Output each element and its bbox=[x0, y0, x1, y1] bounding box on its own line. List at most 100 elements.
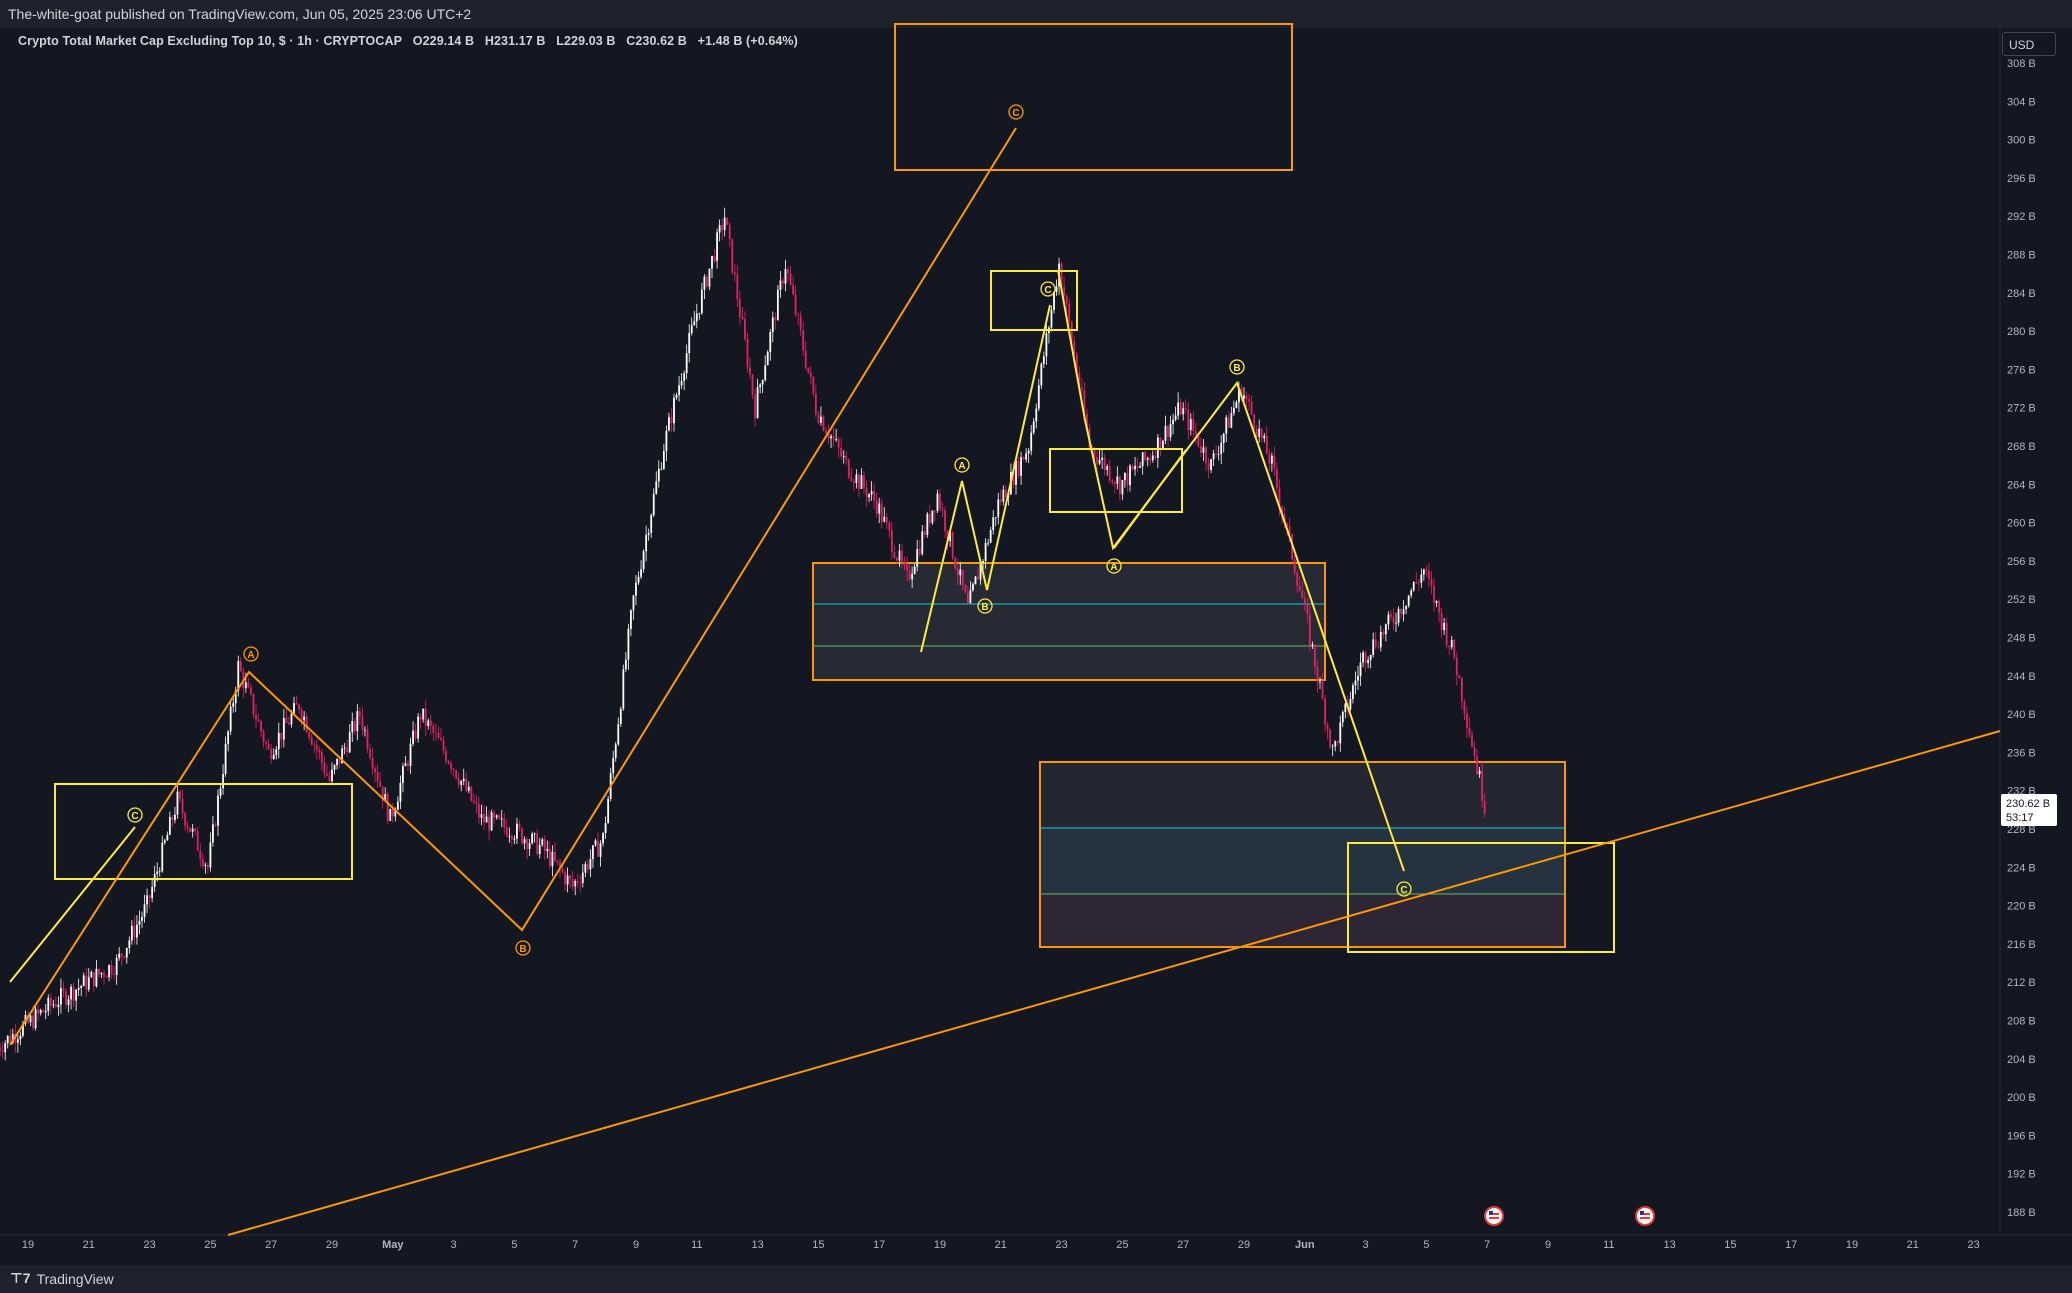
candle-body bbox=[984, 542, 987, 561]
candle-body bbox=[617, 724, 620, 745]
publisher-text: The-white-goat published on TradingView.… bbox=[8, 6, 472, 22]
candle-body bbox=[817, 414, 820, 423]
candle-body bbox=[566, 875, 569, 885]
candle-body bbox=[11, 1033, 14, 1043]
candle-body bbox=[168, 816, 171, 835]
time-tick-label: Jun bbox=[1295, 1239, 1315, 1251]
time-tick-label: 25 bbox=[1116, 1239, 1128, 1251]
event-flag-2[interactable] bbox=[1635, 1206, 1655, 1226]
candle-body bbox=[282, 718, 285, 740]
candle-body bbox=[272, 754, 275, 759]
candle-body bbox=[194, 828, 197, 831]
candle-body bbox=[959, 569, 962, 576]
symbol-legend[interactable]: Crypto Total Market Cap Excluding Top 10… bbox=[18, 34, 798, 48]
candle-body bbox=[964, 585, 967, 593]
candle-body bbox=[746, 338, 749, 368]
currency-button[interactable]: USD bbox=[2002, 32, 2056, 56]
tradingview-logo[interactable]: ⊤7 TradingView bbox=[10, 1270, 114, 1287]
candle-body bbox=[1334, 741, 1337, 747]
candle-body bbox=[475, 802, 478, 804]
price-tick-label: 260 B bbox=[2007, 518, 2036, 530]
svg-text:B: B bbox=[1233, 363, 1240, 374]
candle-body bbox=[604, 823, 607, 834]
candle-body bbox=[812, 376, 815, 394]
price-axis[interactable]: 308 B 304 B 300 B 296 B 292 B 288 B 284 B 280 B… bbox=[2007, 58, 2036, 1219]
time-tick-label: 15 bbox=[1724, 1239, 1736, 1251]
candle-body bbox=[60, 988, 62, 1005]
candle-body bbox=[873, 491, 876, 501]
candle-body bbox=[95, 968, 98, 987]
candle-body bbox=[630, 610, 632, 629]
candle-body bbox=[1379, 632, 1382, 648]
candle-body bbox=[516, 823, 518, 839]
time-tick-label: 23 bbox=[1967, 1239, 1979, 1251]
svg-text:B: B bbox=[519, 944, 526, 955]
candle-body bbox=[764, 365, 767, 381]
candle-body bbox=[769, 332, 772, 353]
candle-body bbox=[1017, 460, 1020, 476]
candle-body bbox=[75, 989, 78, 1001]
price-tick-label: 272 B bbox=[2007, 403, 2036, 415]
candle-body bbox=[906, 564, 908, 571]
candle-body bbox=[1448, 645, 1451, 648]
candle-body bbox=[1265, 435, 1268, 454]
candle-body bbox=[402, 766, 404, 783]
candle-body bbox=[1162, 440, 1164, 449]
candle-body bbox=[1377, 646, 1380, 648]
candle-body bbox=[637, 576, 640, 583]
legend-open: O229.14 B bbox=[412, 34, 475, 48]
candle-body bbox=[759, 384, 762, 388]
candle-body bbox=[992, 517, 995, 531]
candle-body bbox=[822, 416, 825, 431]
candle-body bbox=[749, 367, 751, 375]
time-tick-label: 27 bbox=[1177, 1239, 1189, 1251]
time-axis[interactable]: 19 21 23 25 27 29 May 3 5 7 9 11 13 15 17 19 21 23 25 27 29 J… bbox=[22, 1239, 1980, 1251]
candle-body bbox=[1126, 472, 1129, 486]
candle-body bbox=[57, 1004, 60, 1007]
candle-body bbox=[1433, 585, 1435, 603]
drawings[interactable] bbox=[9, 23, 2001, 1236]
candle-body bbox=[614, 744, 617, 758]
candle-body bbox=[1253, 414, 1256, 430]
candle-body bbox=[424, 708, 427, 726]
zone-mid[interactable] bbox=[812, 562, 1326, 681]
candle-body bbox=[700, 289, 703, 313]
price-tick-label: 240 B bbox=[2007, 709, 2036, 721]
yellow-wave-mid bbox=[920, 304, 1051, 653]
candle-body bbox=[364, 729, 366, 731]
candle-body bbox=[179, 791, 181, 799]
candle-body bbox=[262, 731, 265, 743]
time-tick-label: 21 bbox=[83, 1239, 95, 1251]
us-flag-icon bbox=[1484, 1206, 1504, 1226]
candle-body bbox=[837, 439, 840, 448]
candle-body bbox=[885, 516, 888, 523]
candle-body bbox=[1445, 622, 1448, 646]
candle-body bbox=[546, 848, 549, 852]
event-flag-1[interactable] bbox=[1484, 1206, 1504, 1226]
candle-body bbox=[77, 987, 80, 990]
candle-body bbox=[452, 768, 455, 771]
candle-body bbox=[1217, 453, 1220, 455]
candle-body bbox=[987, 542, 990, 544]
candle-body bbox=[1362, 652, 1364, 663]
candle-body bbox=[1481, 770, 1484, 801]
candle-body bbox=[353, 721, 356, 731]
candle-body bbox=[1025, 453, 1028, 460]
candle-body bbox=[498, 815, 501, 819]
candle-body bbox=[1134, 465, 1136, 470]
candle-body bbox=[1035, 408, 1038, 422]
candle-body bbox=[143, 904, 146, 917]
candle-body bbox=[1314, 644, 1316, 667]
candle-body bbox=[42, 1010, 45, 1013]
candle-body bbox=[191, 828, 194, 832]
time-tick-label: 7 bbox=[1484, 1239, 1490, 1251]
candle-body bbox=[974, 576, 977, 585]
candle-body bbox=[594, 840, 597, 846]
candle-body bbox=[670, 417, 673, 424]
zone-lower[interactable] bbox=[1039, 761, 1566, 948]
candle-body bbox=[883, 516, 886, 522]
candle-body bbox=[189, 827, 192, 832]
candle-body bbox=[1352, 685, 1354, 699]
price-tick-label: 224 B bbox=[2007, 862, 2036, 874]
